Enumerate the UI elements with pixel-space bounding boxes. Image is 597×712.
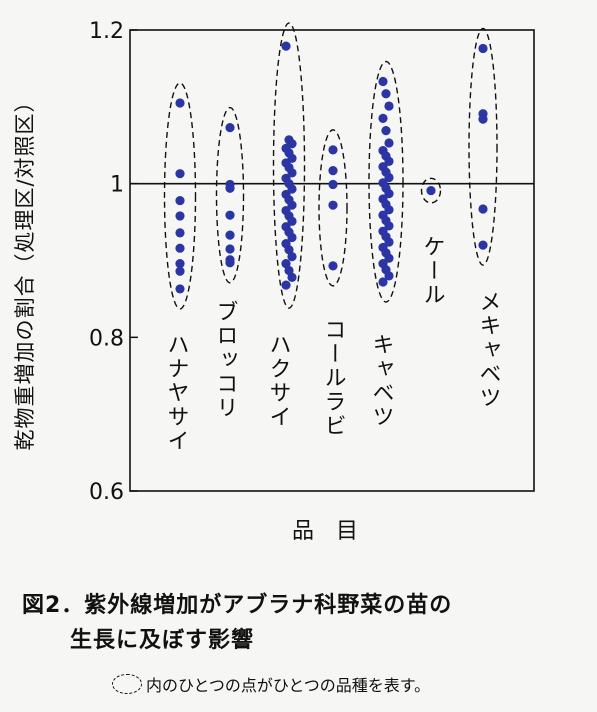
group-ellipse — [318, 129, 348, 287]
data-point — [384, 253, 394, 263]
y-tick-label: 1.2 — [89, 19, 124, 44]
data-point — [175, 98, 185, 108]
data-point — [175, 266, 185, 276]
x-axis-label: 品 目 — [292, 519, 358, 544]
figure-title-line-1: 図2．紫外線増加がアブラナ科野菜の苗の — [22, 593, 453, 618]
data-point — [384, 189, 394, 199]
y-tick-label: 0.6 — [89, 480, 124, 505]
group-ellipse — [420, 177, 442, 204]
category-label: ケール — [420, 235, 445, 307]
group-ellipse — [215, 106, 245, 284]
scatter-chart: 0.6 0.8 1 1.2 乾物重増加の割合（処理区/対照区） 品 目 ハナヤサイ ブロッコリ… — [13, 19, 535, 544]
data-point — [378, 76, 388, 87]
data-point — [328, 166, 338, 176]
data-point — [175, 284, 185, 294]
category-label: ハナヤサイ — [164, 333, 189, 453]
category-label: ブロッコリ — [213, 300, 238, 420]
data-point — [478, 43, 488, 54]
y-tick-label: 0.8 — [89, 326, 124, 351]
data-point — [284, 265, 294, 276]
data-point — [175, 211, 185, 221]
category-label: キャベツ — [369, 333, 394, 429]
data-point — [175, 169, 185, 179]
data-point — [287, 272, 297, 283]
data-point — [281, 280, 291, 290]
plot-frame — [129, 29, 535, 492]
legend-note-text: 内のひとつの点がひとつの品種を表す。 — [146, 676, 431, 695]
data-point — [287, 184, 297, 194]
data-point — [381, 126, 391, 136]
data-point — [328, 179, 338, 190]
data-point — [225, 122, 235, 133]
data-point — [328, 145, 338, 155]
data-point — [225, 244, 235, 254]
data-point — [175, 258, 185, 269]
data-point — [175, 243, 185, 253]
data-point — [287, 200, 297, 210]
data-point — [384, 237, 394, 247]
data-point — [287, 232, 297, 243]
data-point — [287, 168, 297, 178]
data-point — [225, 258, 235, 268]
data-point — [378, 113, 388, 123]
data-point — [175, 195, 185, 206]
data-point — [281, 41, 291, 51]
data-point — [478, 204, 488, 214]
y-axis-label: 乾物重増加の割合（処理区/対照区） — [13, 90, 37, 450]
data-point — [381, 89, 391, 99]
data-point — [384, 221, 394, 231]
y-tick-label: 1 — [110, 173, 124, 198]
data-point — [478, 114, 488, 124]
data-point — [384, 172, 394, 183]
data-point — [478, 240, 488, 250]
data-point — [284, 245, 294, 255]
figure-title-line-2: 生長に及ぼす影響 — [70, 628, 255, 653]
category-label: ハクサイ — [266, 333, 291, 429]
data-point — [175, 228, 185, 238]
data-point — [225, 230, 235, 240]
category-label: メキャベツ — [476, 290, 501, 410]
data-point — [287, 216, 297, 226]
data-point — [384, 205, 394, 215]
group-ellipse — [272, 22, 306, 309]
data-point — [384, 271, 394, 281]
data-point — [328, 200, 338, 210]
data-point — [225, 210, 235, 220]
group-ellipse — [368, 60, 404, 303]
data-point — [426, 185, 436, 196]
data-point — [384, 156, 394, 166]
data-point — [328, 261, 338, 271]
data-point — [384, 138, 394, 148]
data-point — [378, 277, 388, 287]
category-label: コールラビ — [321, 318, 346, 438]
group-ellipse — [468, 27, 498, 266]
data-point — [281, 258, 291, 269]
data-point — [384, 101, 394, 111]
group-ellipse — [163, 82, 197, 310]
legend-note: 内のひとつの点がひとつの品種を表す。 — [112, 672, 430, 696]
data-point — [225, 183, 235, 193]
dashed-ellipse-icon — [112, 674, 142, 694]
data-point — [287, 252, 297, 262]
